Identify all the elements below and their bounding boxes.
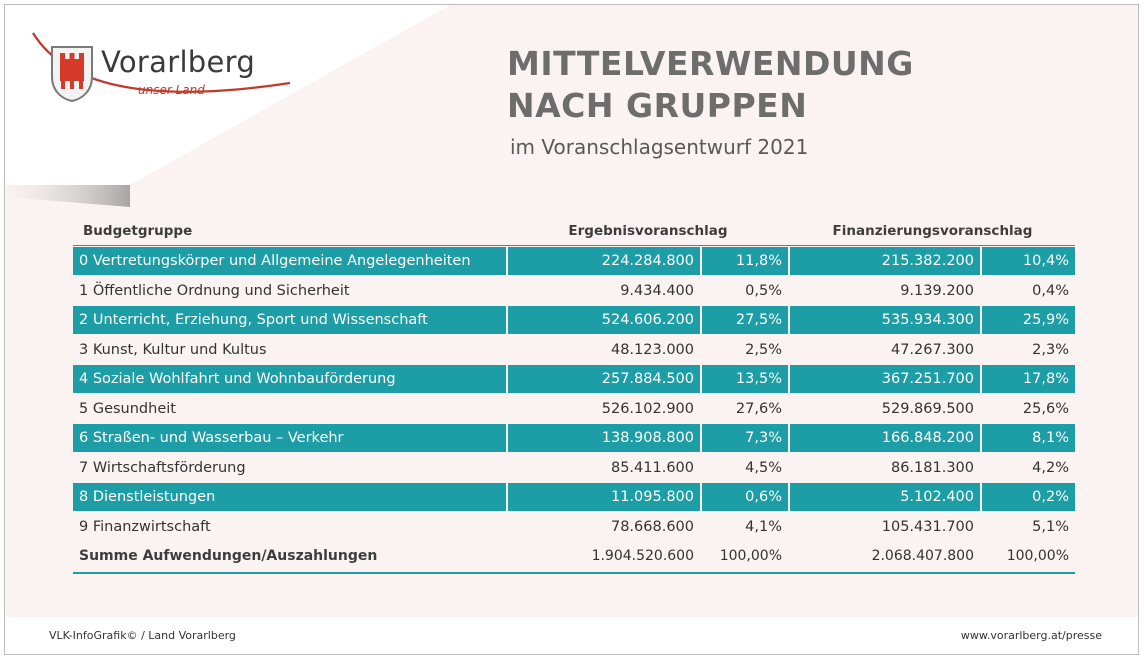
finanzierung-value: 535.934.300: [790, 306, 980, 334]
ergebnis-share: 2,5%: [745, 341, 782, 358]
total-ergebnis-share: 100,00%: [719, 548, 782, 564]
infographic-frame: Vorarlberg unser Land MITTELVERWENDUNG N…: [4, 4, 1139, 655]
finanzierung-value: 5.102.400: [790, 483, 980, 511]
group-label: 2 Unterricht, Erziehung, Sport und Wisse…: [73, 306, 506, 334]
finanzierung-share: 2,3%: [1032, 341, 1069, 358]
ergebnis-value: 224.284.800: [508, 247, 700, 275]
total-group-label: Summe Aufwendungen/Auszahlungen: [79, 548, 378, 564]
logo-tagline: unser Land: [138, 83, 205, 97]
finanzierung-share: 17,8%: [982, 365, 1075, 393]
finanzierung-value: 105.431.700: [881, 518, 974, 535]
table-row: 8 Dienstleistungen 11.095.800 0,6% 5.102.40…: [73, 483, 1075, 511]
ergebnis-share: 4,5%: [745, 459, 782, 476]
table-row: 6 Straßen- und Wasserbau – Verkehr 138.90…: [73, 424, 1075, 452]
page-title: MITTELVERWENDUNG NACH GRUPPEN: [507, 43, 914, 127]
group-label: 4 Soziale Wohlfahrt und Wohnbauförderung: [73, 365, 506, 393]
coat-of-arms-icon: [51, 46, 93, 103]
group-label: 0 Vertretungskörper und Allgemeine Angel…: [73, 247, 506, 275]
table-row: 1 Öffentliche Ordnung und Sicherheit 9.43…: [73, 277, 1075, 305]
group-label: 5 Gesundheit: [79, 400, 176, 417]
group-label: 3 Kunst, Kultur und Kultus: [79, 341, 267, 358]
table-row: 4 Soziale Wohlfahrt und Wohnbauförderung…: [73, 365, 1075, 393]
header-ergebnisvoranschlag: Ergebnisvoranschlag: [568, 223, 728, 239]
table-bottom-rule: [73, 571, 1075, 574]
total-finanzierung-share: 100,00%: [1006, 548, 1069, 564]
finanzierung-share: 0,4%: [1032, 282, 1069, 299]
group-label: 7 Wirtschaftsförderung: [79, 459, 246, 476]
header-rule: [73, 245, 1075, 246]
table-row: 7 Wirtschaftsförderung 85.411.600 4,5% 86.1…: [73, 454, 1075, 482]
ergebnis-share: 7,3%: [702, 424, 788, 452]
title-line-1: MITTELVERWENDUNG: [507, 44, 914, 83]
header-corner-shape: [5, 5, 450, 207]
header-budgetgruppe: Budgetgruppe: [83, 223, 193, 239]
logo-wordmark: Vorarlberg: [101, 45, 256, 79]
ergebnis-share: 11,8%: [702, 247, 788, 275]
ergebnis-share: 27,5%: [702, 306, 788, 334]
group-label: 6 Straßen- und Wasserbau – Verkehr: [73, 424, 506, 452]
table-row: 3 Kunst, Kultur und Kultus 48.123.000 2,5%…: [73, 336, 1075, 364]
finanzierung-share: 25,9%: [982, 306, 1075, 334]
footer-credit: VLK-InfoGrafik© / Land Vorarlberg: [49, 629, 236, 642]
finanzierung-share: 10,4%: [982, 247, 1075, 275]
ergebnis-value: 257.884.500: [508, 365, 700, 393]
table-row: 9 Finanzwirtschaft 78.668.600 4,1% 105.431.…: [73, 513, 1075, 541]
ergebnis-share: 4,1%: [745, 518, 782, 535]
page-subtitle: im Voranschlagsentwurf 2021: [510, 135, 809, 159]
finanzierung-value: 215.382.200: [790, 247, 980, 275]
total-ergebnis-value: 1.904.520.600: [591, 548, 694, 564]
total-row: Summe Aufwendungen/Auszahlungen 1.904.520…: [73, 542, 1075, 570]
ergebnis-value: 48.123.000: [610, 341, 694, 358]
finanzierung-share: 0,2%: [982, 483, 1075, 511]
ergebnis-value: 85.411.600: [610, 459, 694, 476]
header-finanzierungsvoranschlag: Finanzierungsvoranschlag: [832, 223, 1033, 239]
finanzierung-value: 47.267.300: [890, 341, 974, 358]
finanzierung-value: 166.848.200: [790, 424, 980, 452]
title-line-2: NACH GRUPPEN: [507, 86, 808, 125]
ergebnis-value: 524.606.200: [508, 306, 700, 334]
footer-bar: VLK-InfoGrafik© / Land Vorarlberg www.vo…: [5, 617, 1138, 654]
finanzierung-value: 367.251.700: [790, 365, 980, 393]
ergebnis-share: 0,6%: [702, 483, 788, 511]
group-label: 1 Öffentliche Ordnung und Sicherheit: [79, 282, 350, 299]
total-finanzierung-value: 2.068.407.800: [871, 548, 974, 564]
ergebnis-value: 526.102.900: [601, 400, 694, 417]
footer-url: www.vorarlberg.at/presse: [960, 629, 1102, 642]
finanzierung-share: 4,2%: [1032, 459, 1069, 476]
finanzierung-value: 9.139.200: [900, 282, 974, 299]
table-row: 5 Gesundheit 526.102.900 27,6% 529.869.500 2…: [73, 395, 1075, 423]
finanzierung-share: 5,1%: [1032, 518, 1069, 535]
ergebnis-value: 11.095.800: [508, 483, 700, 511]
ergebnis-value: 9.434.400: [620, 282, 694, 299]
finanzierung-value: 86.181.300: [890, 459, 974, 476]
ergebnis-share: 27,6%: [735, 400, 782, 417]
ergebnis-share: 0,5%: [745, 282, 782, 299]
ergebnis-value: 138.908.800: [508, 424, 700, 452]
ergebnis-share: 13,5%: [702, 365, 788, 393]
ergebnis-value: 78.668.600: [610, 518, 694, 535]
table-row: 0 Vertretungskörper und Allgemeine Angel…: [73, 247, 1075, 275]
finanzierung-share: 8,1%: [982, 424, 1075, 452]
group-label: 8 Dienstleistungen: [73, 483, 506, 511]
finanzierung-value: 529.869.500: [881, 400, 974, 417]
group-label: 9 Finanzwirtschaft: [79, 518, 211, 535]
finanzierung-share: 25,6%: [1022, 400, 1069, 417]
table-row: 2 Unterricht, Erziehung, Sport und Wisse…: [73, 306, 1075, 334]
